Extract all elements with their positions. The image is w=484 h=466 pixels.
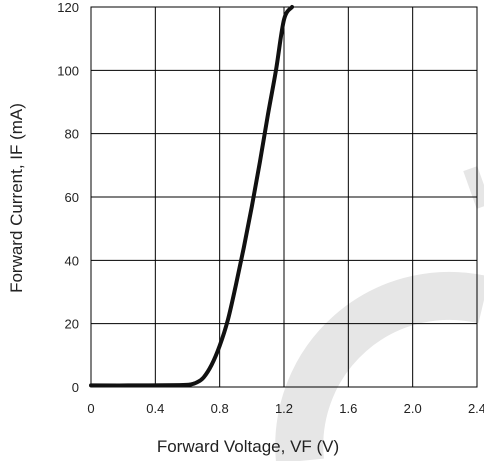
- x-axis-ticks: 0 0.4 0.8 1.2 1.6 2.0 2.4: [87, 401, 484, 416]
- y-tick-label: 20: [65, 317, 79, 332]
- x-tick-label: 0.8: [211, 401, 229, 416]
- series-line: [89, 5, 295, 388]
- y-axis-ticks: 0 20 40 60 80 100 120: [57, 0, 79, 395]
- x-tick-label: 0: [87, 401, 94, 416]
- x-tick-label: 2.0: [404, 401, 422, 416]
- x-tick-label: 0.4: [146, 401, 164, 416]
- y-tick-label: 60: [65, 190, 79, 205]
- x-axis-title: Forward Voltage, VF (V): [157, 437, 339, 456]
- y-tick-label: 80: [65, 127, 79, 142]
- x-tick-label: 2.4: [468, 401, 484, 416]
- watermark: [275, 166, 484, 464]
- x-tick-label: 1.6: [339, 401, 357, 416]
- y-tick-label: 0: [72, 380, 79, 395]
- y-tick-label: 100: [57, 63, 79, 78]
- plot-frame: [90, 6, 478, 388]
- grid: [91, 7, 477, 387]
- y-tick-label: 40: [65, 253, 79, 268]
- series-layer: [89, 5, 295, 388]
- x-tick-label: 1.2: [275, 401, 293, 416]
- y-tick-label: 120: [57, 0, 79, 15]
- watermark-arc: [275, 271, 484, 464]
- y-axis-title: Forward Current, IF (mA): [7, 103, 26, 293]
